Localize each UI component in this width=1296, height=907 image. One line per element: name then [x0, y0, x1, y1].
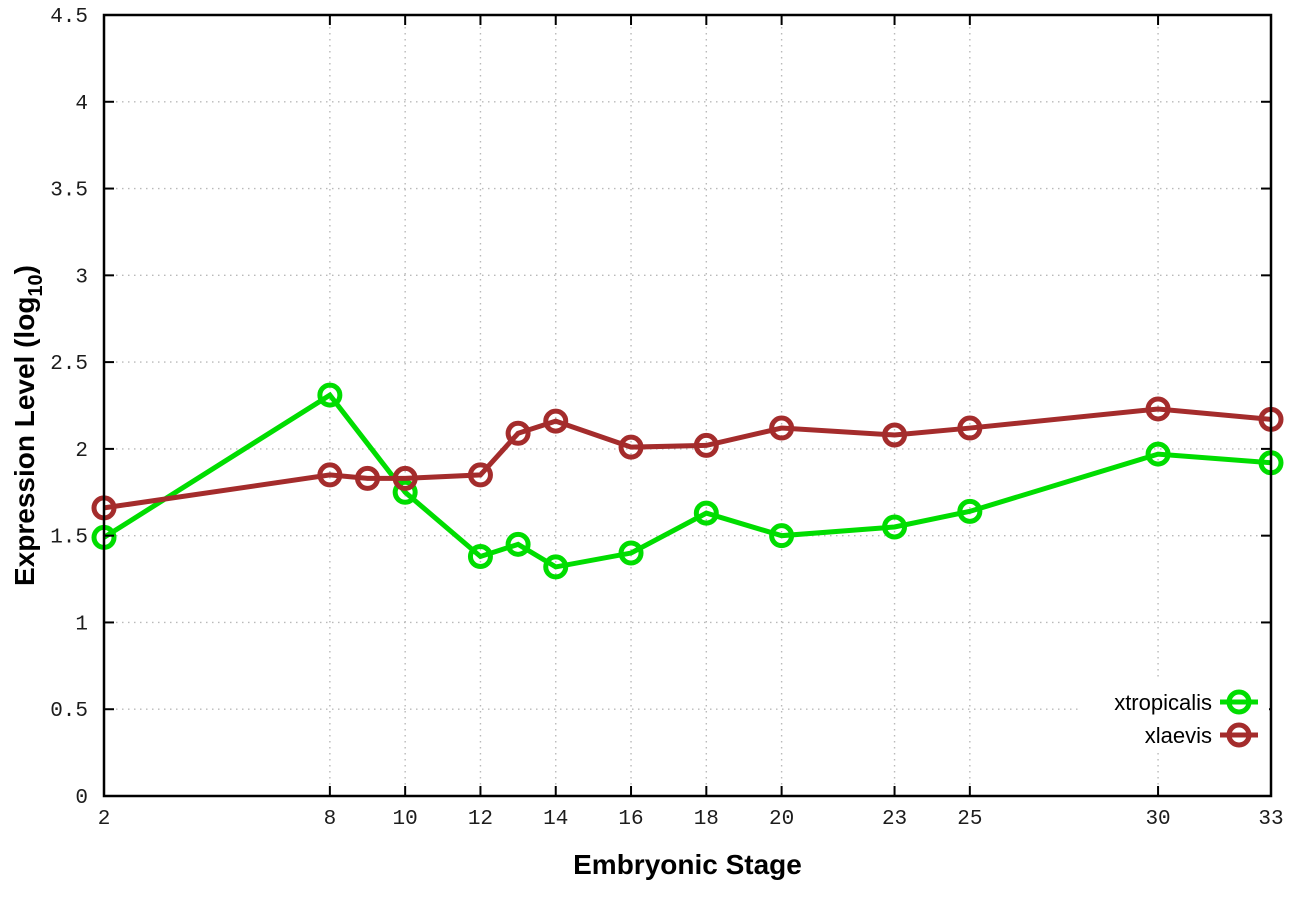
- x-tick-label: 12: [468, 808, 493, 831]
- legend-sample-marker-xlaevis: [1226, 722, 1252, 748]
- data-point-xtropicalis: [505, 531, 531, 557]
- data-point-xtropicalis: [618, 540, 644, 566]
- grid-lines: [103, 14, 1272, 797]
- data-point-xlaevis: [392, 465, 418, 491]
- data-point-xlaevis: [317, 462, 343, 488]
- legend: xtropicalis xlaevis: [1078, 680, 1269, 750]
- y-tick-label: 2: [75, 440, 88, 463]
- series-line-xlaevis: [103, 406, 1272, 511]
- data-point-xtropicalis: [882, 514, 908, 540]
- data-point-xtropicalis: [543, 554, 569, 580]
- y-tick-label: 4: [75, 93, 88, 116]
- data-series: [91, 382, 1284, 580]
- plot-border: [102, 13, 1273, 798]
- y-tick-label: 0: [75, 787, 88, 810]
- x-axis-title: Embryonic Stage: [573, 849, 802, 880]
- x-tick-label: 25: [957, 808, 982, 831]
- data-point-xlaevis: [543, 408, 569, 434]
- legend-label-xlaevis: xlaevis: [1145, 723, 1212, 748]
- x-tick-label: 2: [98, 808, 111, 831]
- data-point-xlaevis: [505, 420, 531, 446]
- data-point-xlaevis: [618, 434, 644, 460]
- tick-labels: 2 8 10 12 14 16 18 20 23 25 30 33 0 0.5 1 1.5 2 2.5 3 3.5 4 4…: [50, 6, 1283, 831]
- y-tick-label: 2.5: [50, 353, 88, 376]
- data-point-xlaevis: [882, 422, 908, 448]
- x-tick-label: 14: [543, 808, 568, 831]
- y-axis-title: Expression Level (log10): [9, 265, 47, 586]
- y-tick-label: 1: [75, 613, 88, 636]
- ylabel-subscript: 10: [25, 274, 47, 296]
- data-point-xlaevis: [769, 415, 795, 441]
- x-tick-label: 18: [694, 808, 719, 831]
- data-point-xlaevis: [1145, 396, 1171, 422]
- data-point-xtropicalis: [957, 498, 983, 524]
- series-line-xtropicalis: [102, 391, 1272, 570]
- data-point-xtropicalis: [467, 543, 493, 569]
- x-tick-label: 20: [769, 808, 794, 831]
- data-point-xlaevis: [693, 432, 719, 458]
- y-tick-label: 3.5: [50, 180, 88, 203]
- data-point-xlaevis: [467, 462, 493, 488]
- axis-ticks: [103, 14, 1272, 797]
- data-point-xtropicalis: [769, 523, 795, 549]
- x-tick-label: 10: [393, 808, 418, 831]
- data-point-xtropicalis: [693, 500, 719, 526]
- y-tick-label: 4.5: [50, 6, 88, 29]
- y-tick-label: 1.5: [50, 527, 88, 550]
- data-point-xtropicalis: [1145, 441, 1171, 467]
- legend-sample-marker-xtropicalis: [1226, 689, 1252, 715]
- x-tick-label: 33: [1258, 808, 1283, 831]
- x-tick-label: 30: [1145, 808, 1170, 831]
- data-point-xlaevis: [355, 465, 381, 491]
- data-point-xlaevis: [957, 415, 983, 441]
- y-tick-label: 0.5: [50, 700, 88, 723]
- x-tick-label: 16: [618, 808, 643, 831]
- data-point-xtropicalis: [392, 479, 418, 505]
- plot-border-rect: [102, 13, 1273, 798]
- data-point-xtropicalis: [317, 382, 343, 408]
- legend-label-xtropicalis: xtropicalis: [1114, 690, 1212, 715]
- x-tick-label: 8: [324, 808, 337, 831]
- y-tick-label: 3: [75, 266, 88, 289]
- x-tick-label: 23: [882, 808, 907, 831]
